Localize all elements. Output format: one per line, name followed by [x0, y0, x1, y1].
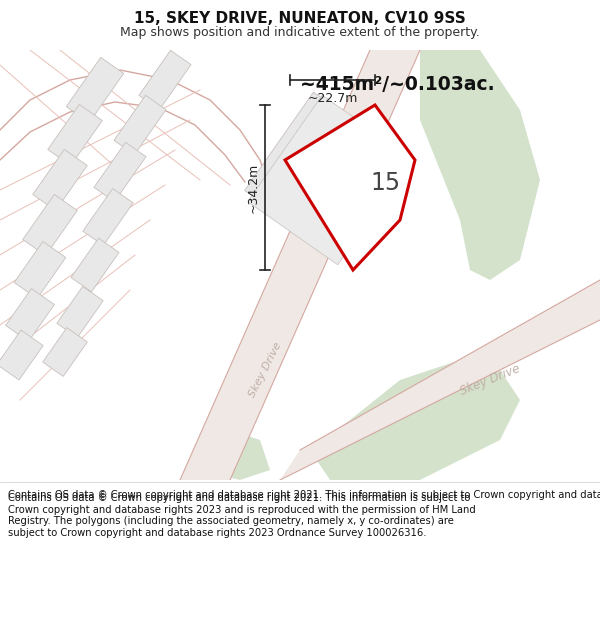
Polygon shape — [23, 194, 77, 256]
Polygon shape — [5, 289, 55, 341]
Text: Contains OS data © Crown copyright and database right 2021. This information is : Contains OS data © Crown copyright and d… — [8, 493, 476, 538]
Polygon shape — [310, 360, 520, 480]
Text: 15, SKEY DRIVE, NUNEATON, CV10 9SS: 15, SKEY DRIVE, NUNEATON, CV10 9SS — [134, 11, 466, 26]
Text: Skey Drive: Skey Drive — [247, 341, 283, 399]
Text: 15: 15 — [371, 171, 401, 195]
Polygon shape — [57, 286, 103, 338]
Polygon shape — [48, 104, 102, 166]
Text: ~415m²/~0.103ac.: ~415m²/~0.103ac. — [300, 76, 494, 94]
Text: ~34.2m: ~34.2m — [247, 162, 260, 212]
Polygon shape — [14, 241, 66, 299]
Polygon shape — [248, 95, 412, 265]
Text: Contains OS data © Crown copyright and database right 2021. This information is : Contains OS data © Crown copyright and d… — [8, 490, 600, 500]
Polygon shape — [200, 430, 270, 480]
Polygon shape — [180, 50, 420, 480]
Polygon shape — [280, 280, 600, 480]
Text: Map shows position and indicative extent of the property.: Map shows position and indicative extent… — [120, 26, 480, 39]
Polygon shape — [43, 328, 87, 376]
Polygon shape — [83, 189, 133, 246]
Polygon shape — [94, 142, 146, 202]
Polygon shape — [33, 149, 87, 211]
Text: Skey Drive: Skey Drive — [458, 362, 522, 398]
Polygon shape — [420, 50, 540, 280]
Text: ~22.7m: ~22.7m — [307, 91, 358, 104]
Polygon shape — [67, 58, 124, 122]
Polygon shape — [139, 50, 191, 110]
Polygon shape — [285, 105, 415, 270]
Polygon shape — [71, 238, 119, 292]
Polygon shape — [114, 95, 166, 155]
Polygon shape — [245, 92, 395, 248]
Polygon shape — [0, 330, 43, 380]
